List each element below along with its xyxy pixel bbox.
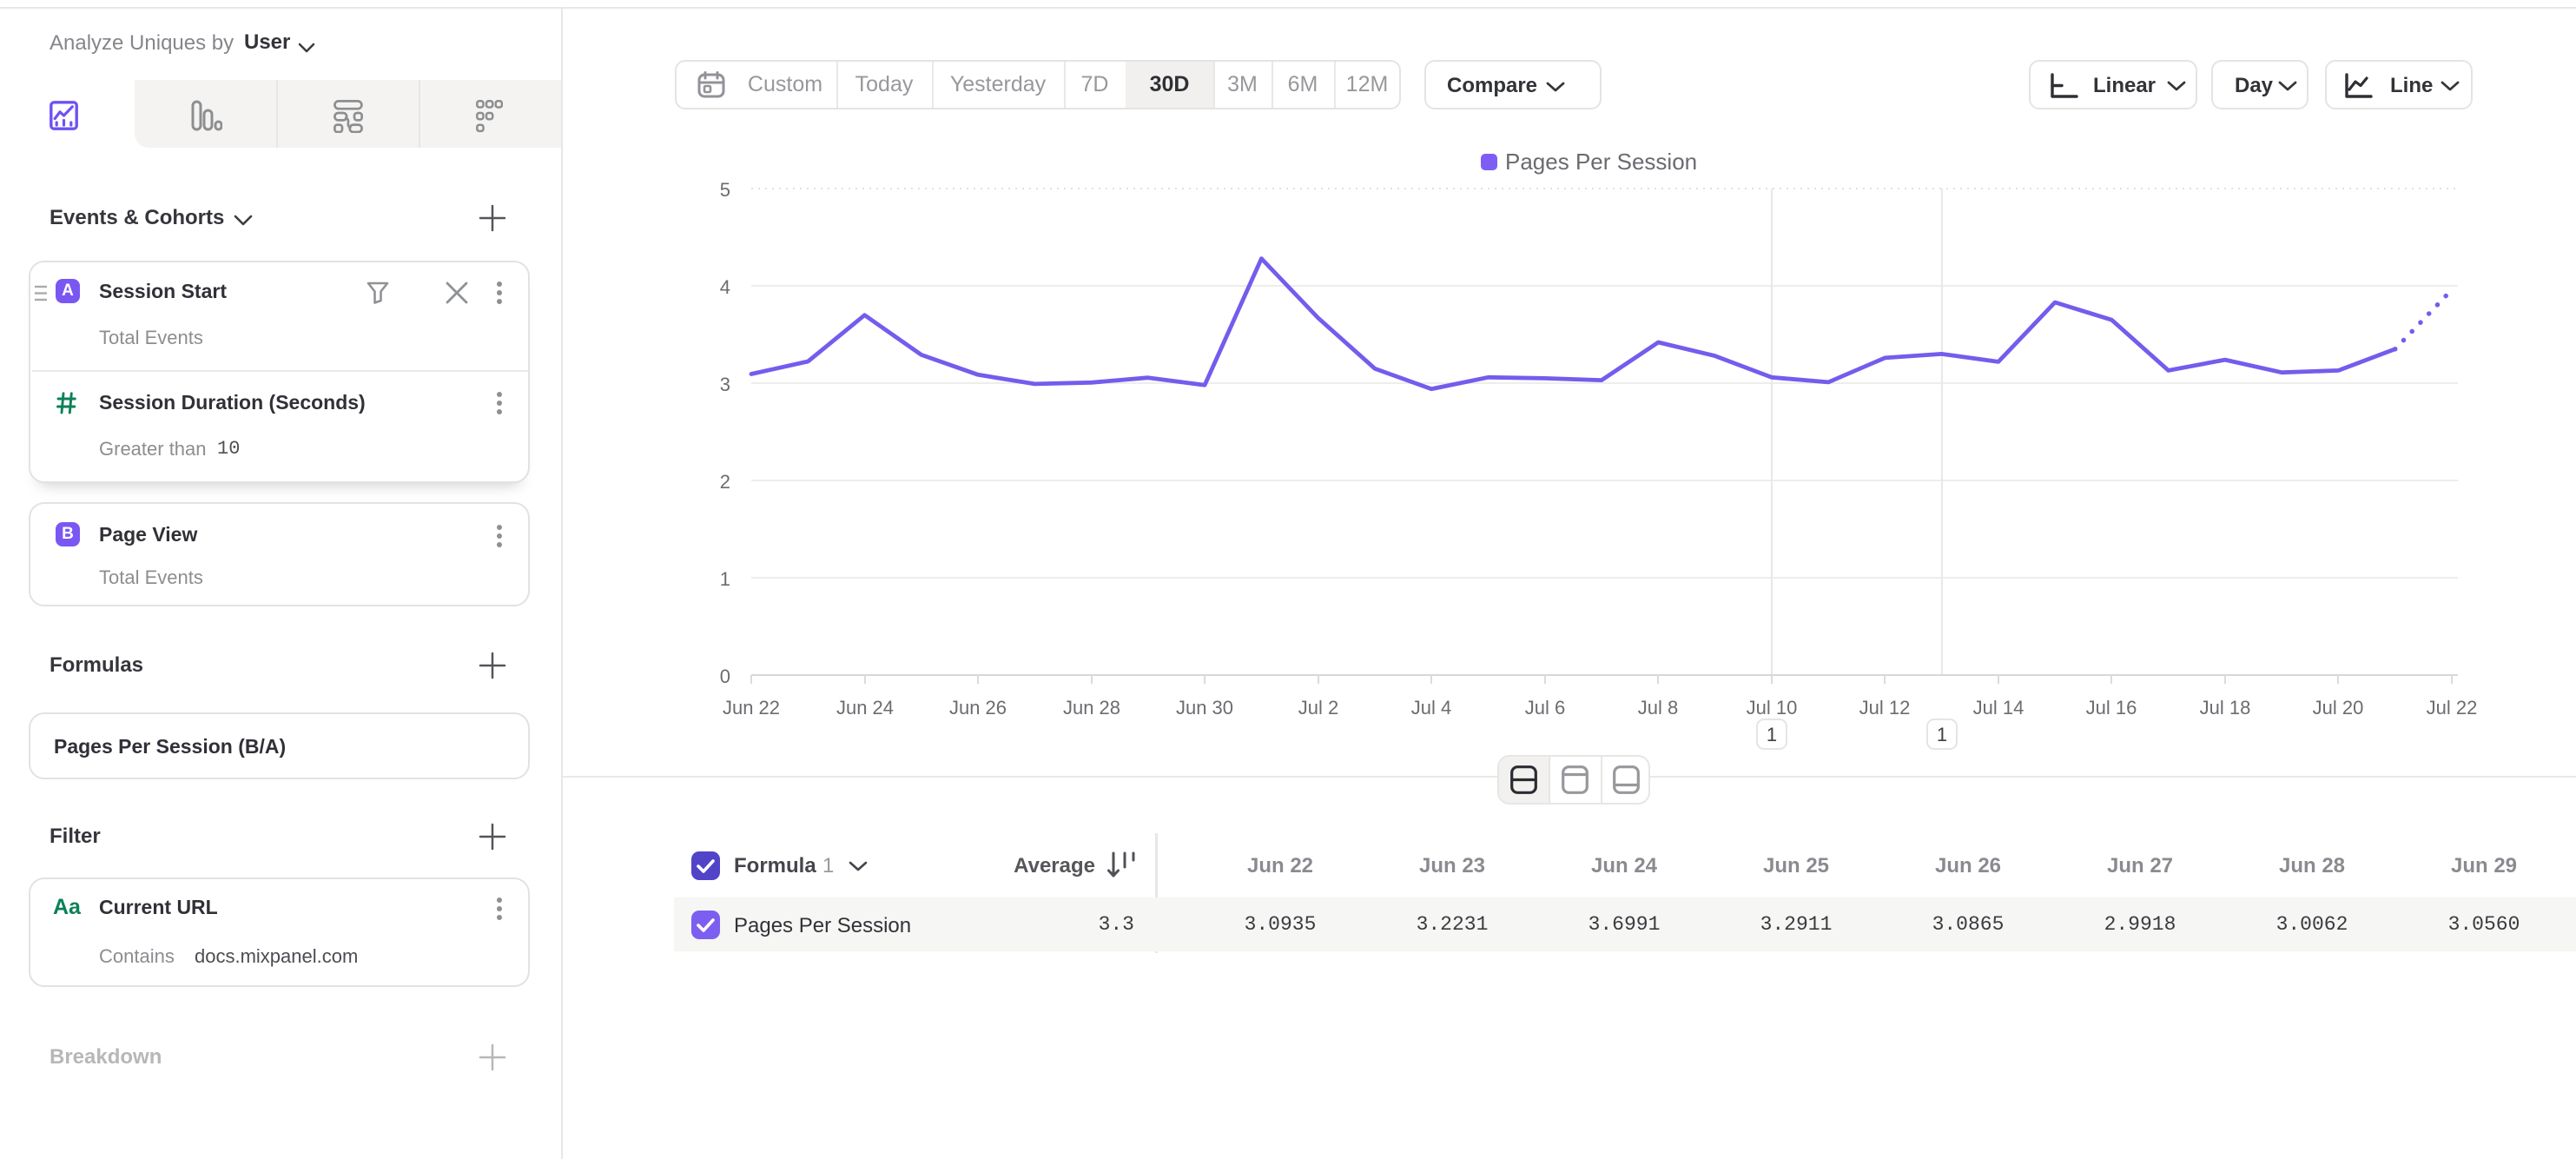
svg-text:Jul 10: Jul 10	[1747, 697, 1798, 719]
svg-text:Jun 24: Jun 24	[836, 697, 894, 719]
svg-text:4: 4	[720, 276, 730, 298]
svg-text:Jul 6: Jul 6	[1525, 697, 1565, 719]
svg-text:1: 1	[1767, 724, 1777, 745]
svg-text:3: 3	[720, 374, 730, 395]
svg-text:Jun 30: Jun 30	[1176, 697, 1233, 719]
svg-text:Jul 2: Jul 2	[1298, 697, 1338, 719]
svg-text:Jul 12: Jul 12	[1859, 697, 1911, 719]
svg-text:Jul 18: Jul 18	[2200, 697, 2251, 719]
svg-text:1: 1	[1937, 724, 1947, 745]
svg-text:Pages Per Session: Pages Per Session	[1505, 149, 1697, 175]
svg-text:Jun 28: Jun 28	[1063, 697, 1120, 719]
svg-text:Jun 26: Jun 26	[949, 697, 1007, 719]
svg-text:2: 2	[720, 471, 730, 493]
svg-text:5: 5	[720, 179, 730, 201]
svg-text:Jul 8: Jul 8	[1638, 697, 1678, 719]
svg-text:0: 0	[720, 666, 730, 687]
svg-text:Jul 16: Jul 16	[2086, 697, 2137, 719]
svg-text:Jul 22: Jul 22	[2427, 697, 2478, 719]
svg-text:Jul 4: Jul 4	[1411, 697, 1451, 719]
svg-text:Jun 22: Jun 22	[723, 697, 780, 719]
svg-text:Jul 20: Jul 20	[2313, 697, 2364, 719]
svg-text:1: 1	[720, 568, 730, 590]
svg-text:Jul 14: Jul 14	[1973, 697, 2024, 719]
